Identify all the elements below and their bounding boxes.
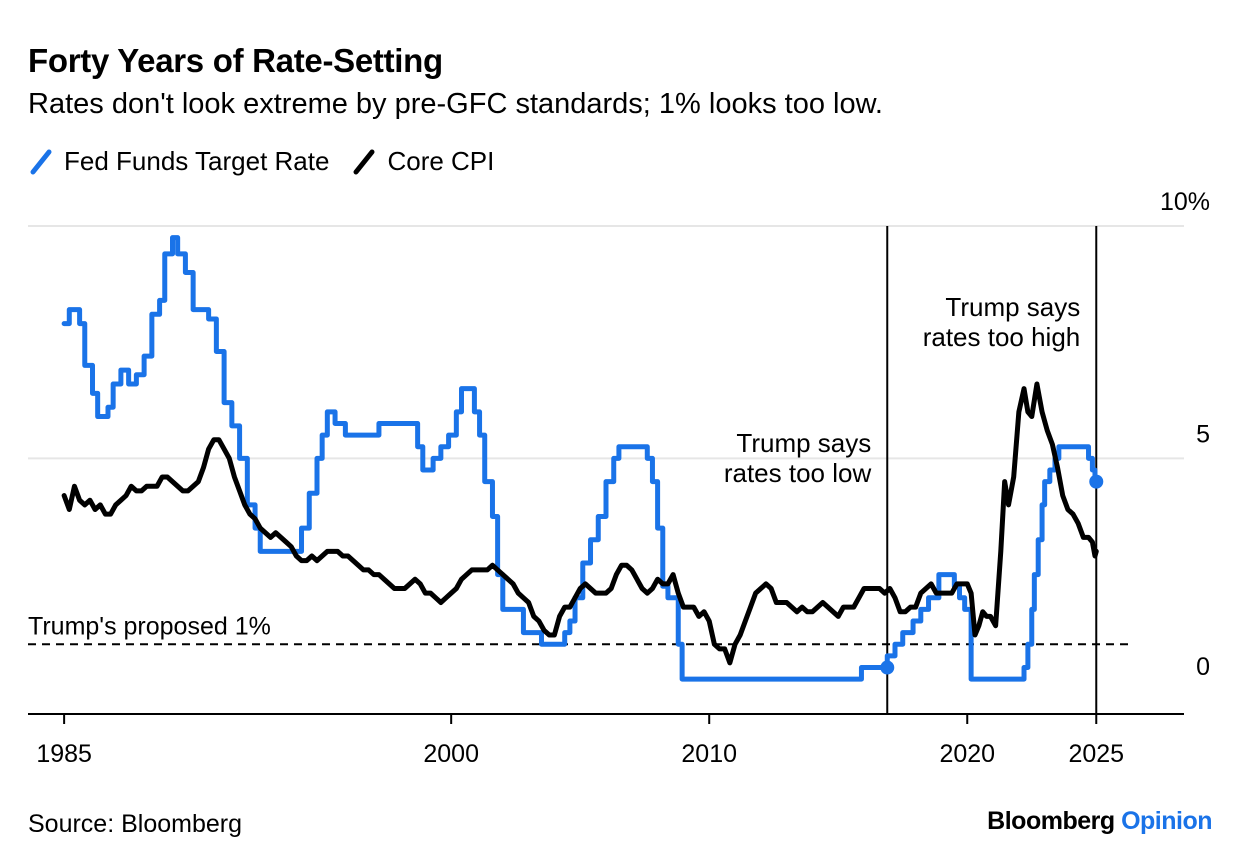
legend-swatch-fed-funds (30, 149, 52, 174)
legend-swatch-core-cpi (353, 149, 375, 174)
x-tick-label: 2025 (1068, 740, 1124, 768)
legend-label-fed-funds: Fed Funds Target Rate (64, 146, 330, 176)
x-tick-label: 1985 (36, 740, 92, 768)
event-annotation: Trump says (945, 292, 1080, 322)
source-note: Source: Bloomberg (28, 810, 243, 838)
event-annotation: rates too high (923, 322, 1081, 352)
brand-primary: Bloomberg (987, 807, 1115, 835)
x-tick-label: 2000 (423, 740, 479, 768)
y-tick-label: 0 (1196, 653, 1210, 681)
chart-subtitle: Rates don't look extreme by pre-GFC stan… (28, 88, 883, 120)
series-start-marker (880, 660, 895, 675)
event-annotation: Trump says (736, 428, 871, 458)
legend-item-fed-funds: Fed Funds Target Rate (28, 146, 329, 177)
reference-line-label: Trump's proposed 1% (28, 612, 271, 640)
legend-item-core-cpi: Core CPI (351, 146, 494, 177)
series-line-core-cpi (61, 381, 1099, 666)
y-tick-label: 5 (1196, 420, 1210, 448)
x-tick-label: 2010 (681, 740, 737, 768)
chart-title: Forty Years of Rate-Setting (28, 42, 443, 79)
event-annotation: rates too low (724, 458, 872, 488)
legend: Fed Funds Target Rate Core CPI (28, 146, 516, 177)
y-tick-label: 10% (1160, 188, 1210, 216)
x-tick-label: 2020 (939, 740, 995, 768)
series-end-marker (1089, 474, 1104, 489)
brand-logo: Bloomberg Opinion (987, 807, 1212, 836)
series-line-fed-funds-target-rate (61, 235, 1099, 682)
legend-label-core-cpi: Core CPI (387, 146, 495, 176)
brand-secondary: Opinion (1121, 807, 1212, 835)
